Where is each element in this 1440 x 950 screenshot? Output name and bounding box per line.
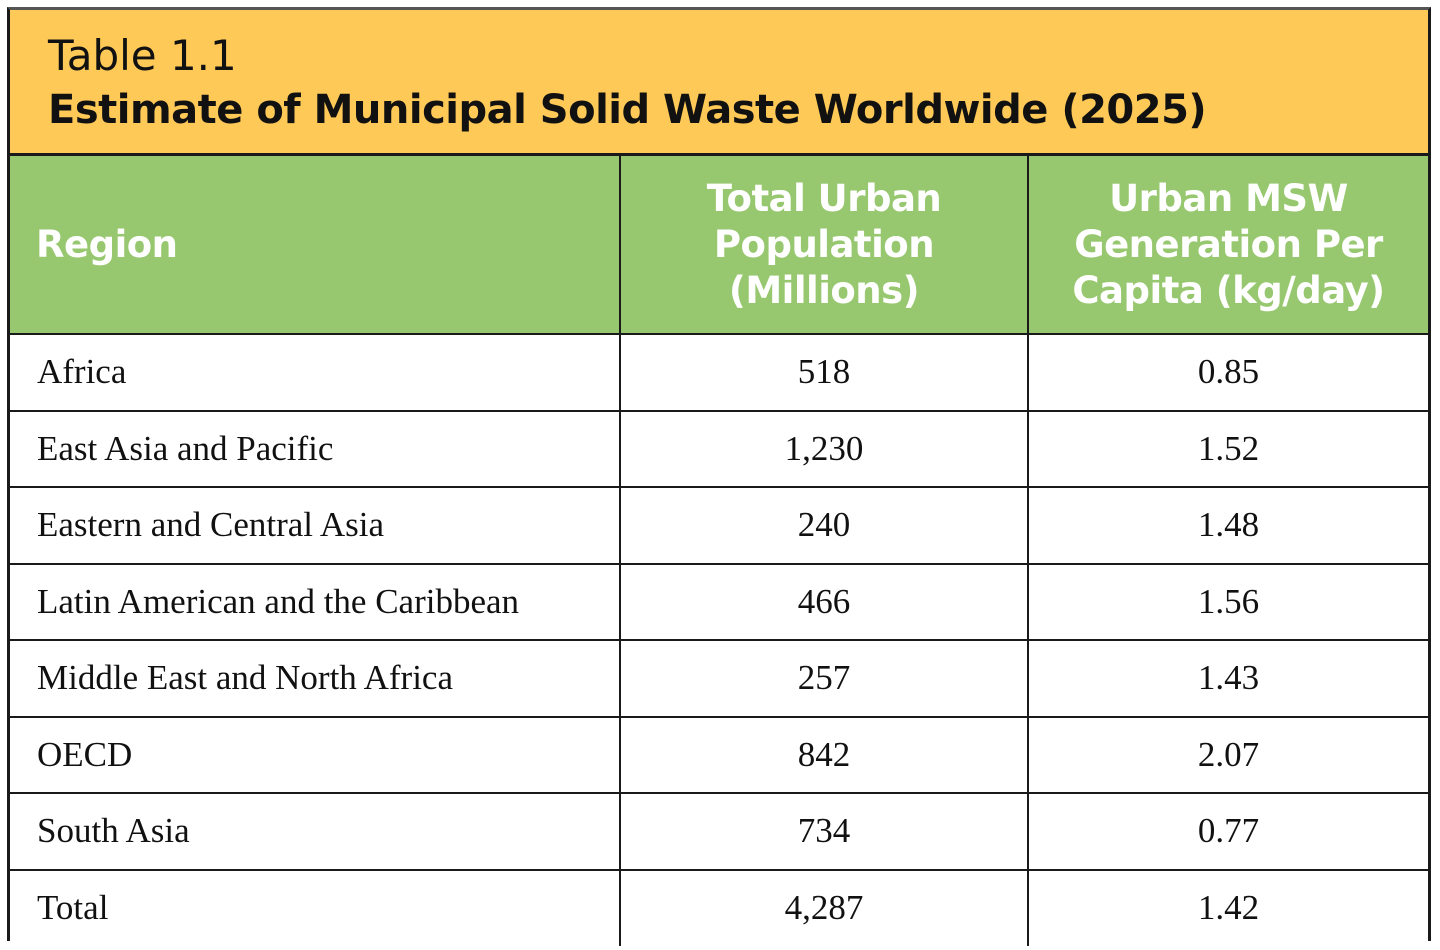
- cell-per-capita: 1.56: [1027, 562, 1428, 641]
- cell-population: 4,287: [619, 868, 1029, 946]
- cell-per-capita: 1.48: [1027, 486, 1428, 565]
- cell-region: South Asia: [10, 792, 621, 871]
- cell-region: Eastern and Central Asia: [10, 486, 621, 565]
- column-header-per-capita: Urban MSW Generation Per Capita (kg/day): [1027, 156, 1428, 335]
- cell-per-capita: 2.07: [1027, 715, 1428, 794]
- table-title: Estimate of Municipal Solid Waste Worldw…: [48, 87, 1207, 133]
- cell-population: 240: [619, 486, 1029, 565]
- table-number: Table 1.1: [48, 31, 237, 80]
- cell-region: Latin American and the Caribbean: [10, 562, 621, 641]
- waste-table: Region Total Urban Population (Millions)…: [10, 156, 1428, 946]
- column-header-region: Region: [10, 156, 621, 335]
- table-row: Middle East and North Africa 257 1.43: [10, 639, 1428, 718]
- cell-per-capita: 0.85: [1027, 333, 1428, 412]
- table-row: East Asia and Pacific 1,230 1.52: [10, 409, 1428, 488]
- table-row: Latin American and the Caribbean 466 1.56: [10, 562, 1428, 641]
- header-row: Region Total Urban Population (Millions)…: [10, 156, 1428, 335]
- table-row: Total 4,287 1.42: [10, 868, 1428, 946]
- column-header-per-capita-text: Urban MSW Generation Per Capita (kg/day): [1072, 176, 1385, 312]
- table-row: Eastern and Central Asia 240 1.48: [10, 486, 1428, 565]
- table-frame: Table 1.1 Estimate of Municipal Solid Wa…: [7, 7, 1431, 946]
- cell-per-capita: 1.52: [1027, 409, 1428, 488]
- cell-region: East Asia and Pacific: [10, 409, 621, 488]
- cell-per-capita: 1.43: [1027, 639, 1428, 718]
- table-row: OECD 842 2.07: [10, 715, 1428, 794]
- column-header-population: Total Urban Population (Millions): [619, 156, 1029, 335]
- table-row: South Asia 734 0.77: [10, 792, 1428, 871]
- cell-per-capita: 0.77: [1027, 792, 1428, 871]
- column-header-population-text: Total Urban Population (Millions): [706, 176, 942, 312]
- cell-population: 518: [619, 333, 1029, 412]
- title-band: Table 1.1 Estimate of Municipal Solid Wa…: [10, 10, 1428, 156]
- cell-region: OECD: [10, 715, 621, 794]
- cell-population: 466: [619, 562, 1029, 641]
- cell-region: Total: [10, 868, 621, 946]
- cell-population: 1,230: [619, 409, 1029, 488]
- cell-population: 257: [619, 639, 1029, 718]
- table-row: Africa 518 0.85: [10, 333, 1428, 412]
- cell-region: Middle East and North Africa: [10, 639, 621, 718]
- cell-per-capita: 1.42: [1027, 868, 1428, 946]
- cell-population: 734: [619, 792, 1029, 871]
- cell-region: Africa: [10, 333, 621, 412]
- cell-population: 842: [619, 715, 1029, 794]
